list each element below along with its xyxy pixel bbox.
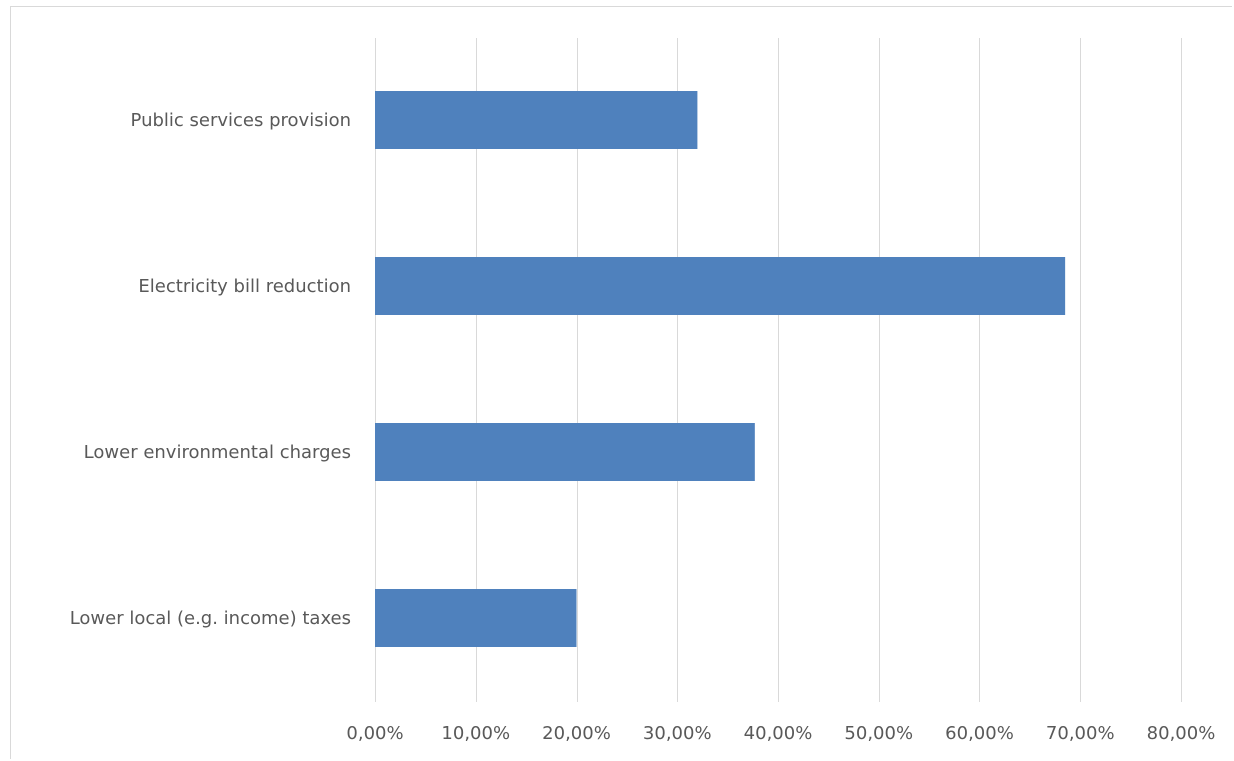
category-labels: Public services provision Electricity bil… bbox=[70, 110, 351, 629]
x-tick-label: 20,00% bbox=[542, 723, 611, 744]
x-tick-label: 50,00% bbox=[844, 723, 913, 744]
x-axis-tick-labels: 0,00% 10,00% 20,00% 30,00% 40,00% 50,00% 60,00… bbox=[346, 723, 1215, 744]
gridlines bbox=[375, 38, 1182, 702]
bar bbox=[375, 257, 1066, 315]
bars bbox=[375, 91, 1066, 647]
category-label: Lower environmental charges bbox=[84, 442, 351, 463]
x-tick-label: 60,00% bbox=[945, 723, 1014, 744]
x-tick-label: 0,00% bbox=[346, 723, 403, 744]
bar bbox=[375, 589, 577, 647]
x-tick-label: 40,00% bbox=[744, 723, 813, 744]
x-tick-label: 30,00% bbox=[643, 723, 712, 744]
x-tick-label: 80,00% bbox=[1147, 723, 1216, 744]
x-tick-label: 10,00% bbox=[441, 723, 510, 744]
category-label: Lower local (e.g. income) taxes bbox=[70, 608, 351, 629]
category-label: Electricity bill reduction bbox=[138, 276, 351, 297]
x-tick-label: 70,00% bbox=[1046, 723, 1115, 744]
chart-frame bbox=[10, 6, 1232, 759]
bar bbox=[375, 423, 755, 481]
category-label: Public services provision bbox=[131, 110, 351, 131]
bar bbox=[375, 91, 698, 149]
